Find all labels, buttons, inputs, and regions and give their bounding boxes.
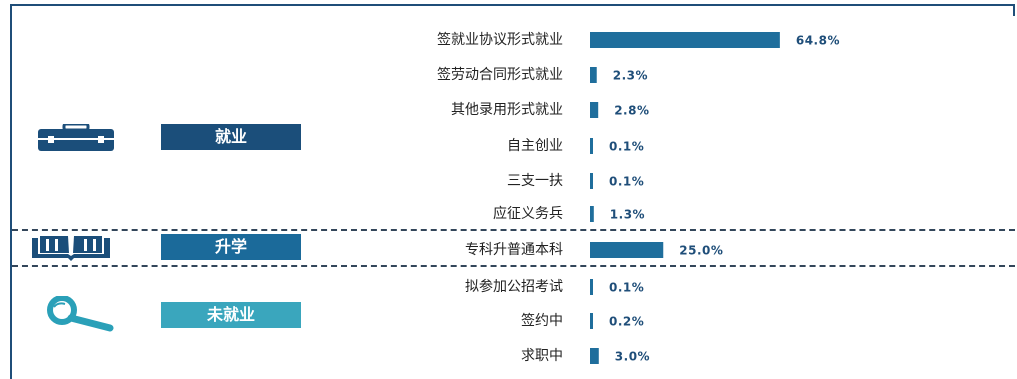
bar [590,313,593,329]
value-label: 0.1% [609,140,644,154]
bar [590,32,780,48]
value-label: 0.2% [609,315,644,329]
bar [590,102,598,118]
value-label: 3.0% [615,350,650,364]
category-label: 签约中 [521,312,563,329]
category-label: 拟参加公招考试 [465,278,563,295]
category-label: 专科升普通本科 [465,242,563,258]
category-label: 签劳动合同形式就业 [437,66,563,83]
category-label: 其他录用形式就业 [451,102,563,118]
value-label: 25.0% [679,244,723,258]
bar [590,348,599,364]
category-label: 自主创业 [507,138,563,154]
category-label: 求职中 [521,348,563,364]
bar [590,138,593,154]
category-label: 应征义务兵 [493,205,563,222]
value-label: 0.1% [609,175,644,189]
bar [590,206,594,222]
category-label: 签就业协议形式就业 [437,31,563,48]
value-label: 2.3% [613,69,648,83]
bar [590,279,593,295]
value-label: 2.8% [614,104,649,118]
category-label: 三支一扶 [507,173,563,189]
value-label: 64.8% [796,34,840,48]
bar [590,242,663,258]
value-label: 0.1% [609,281,644,295]
bar [590,173,593,189]
bar [590,67,597,83]
value-label: 1.3% [610,208,645,222]
